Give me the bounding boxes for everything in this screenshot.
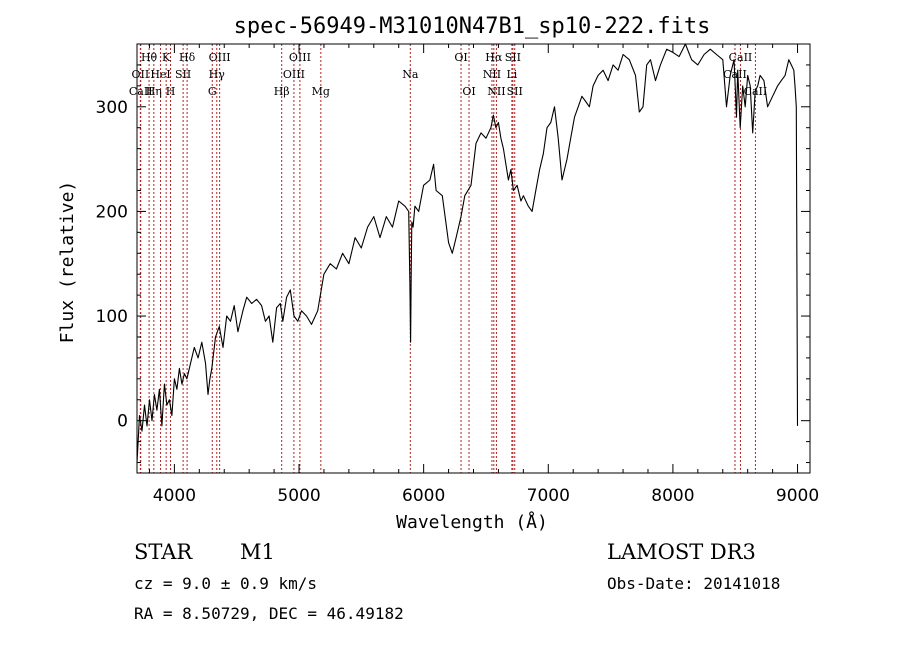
line-label-9: OIII (209, 51, 231, 64)
plot-frame (136, 43, 811, 474)
y-tick-label: 100 (96, 307, 128, 327)
object-class: STAR (134, 540, 193, 564)
spectral-line-markers (139, 44, 756, 473)
line-label-13: OIII (283, 68, 305, 81)
line-label-7: SII (175, 68, 191, 81)
observation-date: Obs-Date: 20141018 (607, 574, 781, 593)
chart-title: spec-56949-M31010N47B1_sp10-222.fits (234, 14, 711, 39)
x-axis-ticks: 4000 5000 6000 7000 8000 9000 (148, 44, 819, 506)
line-label-20: SII (505, 51, 521, 64)
line-label-18: OI (462, 85, 475, 98)
x-tick-label: 7000 (527, 486, 570, 506)
line-label-0: Hθ (141, 51, 158, 64)
line-label-15: Mg (312, 85, 330, 98)
line-label-22: Li (506, 68, 517, 81)
spectrum-series (136, 43, 799, 463)
line-label-17: OI (454, 51, 467, 64)
line-label-1: OII (132, 68, 150, 81)
line-label-10: Hγ (209, 68, 226, 81)
line-label-24: SII (507, 85, 523, 98)
line-label-16: Na (402, 68, 419, 81)
y-axis-label: Flux (relative) (57, 181, 78, 344)
x-tick-label: 6000 (402, 486, 445, 506)
line-label-2: CaII (129, 85, 153, 98)
object-subclass: M1 (240, 540, 275, 564)
line-label-3: Hη (146, 85, 162, 98)
y-tick-label: 200 (96, 202, 128, 222)
x-axis-label: Wavelength (Å) (396, 511, 548, 533)
survey-name: LAMOST DR3 (607, 540, 756, 564)
line-label-21: NII (483, 68, 501, 81)
line-label-19: Hα (485, 51, 503, 64)
line-label-8: Hδ (179, 51, 196, 64)
redshift-velocity: cz = 9.0 ± 0.9 km/s (134, 574, 318, 593)
line-label-14: Hβ (274, 85, 290, 98)
x-tick-label: 9000 (776, 486, 819, 506)
line-label-6: H (166, 85, 176, 98)
line-label-23: NII (487, 85, 505, 98)
line-label-12: OIII (289, 51, 311, 64)
x-tick-label: 8000 (651, 486, 694, 506)
x-tick-label: 4000 (153, 486, 196, 506)
y-tick-label: 300 (96, 98, 128, 118)
line-label-25: CaII (729, 51, 753, 64)
sky-coordinates: RA = 8.50729, DEC = 46.49182 (134, 604, 404, 623)
x-tick-label: 5000 (277, 486, 320, 506)
line-label-11: G (208, 85, 217, 98)
y-tick-label: 0 (117, 412, 128, 432)
line-label-5: K (162, 51, 171, 64)
y-axis-ticks: 0 100 200 300 (96, 43, 810, 464)
line-label-4: HeI (150, 68, 170, 81)
spectrum-line (136, 43, 799, 463)
